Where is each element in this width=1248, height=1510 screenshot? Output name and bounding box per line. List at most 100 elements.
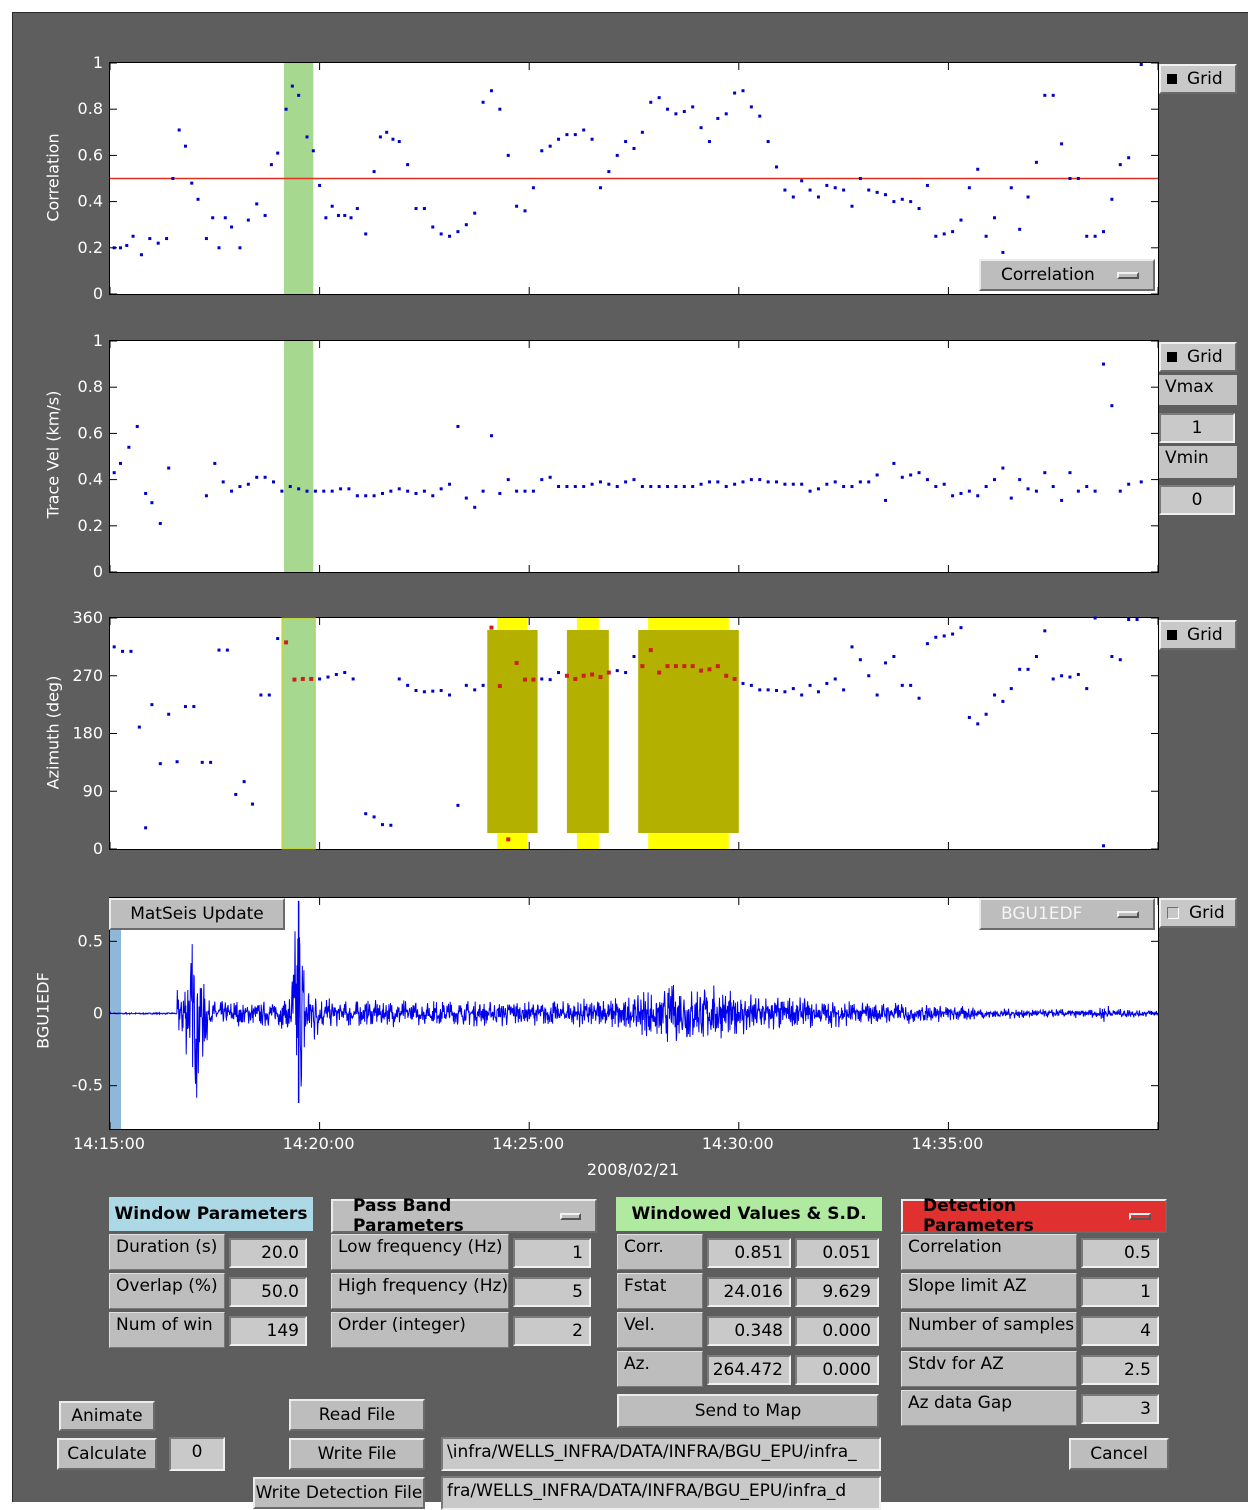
data-point: [565, 485, 569, 489]
y-tick-label: 0: [93, 839, 103, 858]
grid-toggle-trace-vel[interactable]: Grid: [1159, 342, 1237, 372]
time-tick-label: 14:25:00: [492, 1134, 564, 1153]
data-point: [624, 140, 628, 144]
y-tick-label: 90: [83, 781, 103, 800]
data-point: [1034, 655, 1038, 658]
data-point: [263, 475, 267, 479]
data-point: [540, 478, 544, 482]
data-point: [1093, 234, 1097, 238]
data-point: [1001, 466, 1005, 470]
data-point: [984, 234, 988, 238]
y-tick-label: 0: [93, 562, 103, 581]
send-to-map-button[interactable]: Send to Map: [617, 1394, 879, 1428]
data-point: [775, 480, 779, 484]
data-point: [112, 471, 116, 475]
grid-toggle-seismogram[interactable]: Grid: [1159, 898, 1237, 928]
data-point: [489, 89, 493, 93]
matseis-infrasound-window: Correlation 0 0.2 0.4 0.6 0.8 1 Grid Correlat…: [12, 12, 1248, 1510]
detection-slope-limit-az-input[interactable]: 1: [1081, 1277, 1159, 1307]
y-tick-label: 270: [72, 666, 103, 685]
data-point: [118, 461, 122, 465]
data-point: [766, 480, 770, 484]
data-point: [942, 232, 946, 236]
passband-order-integer-input[interactable]: 2: [513, 1316, 591, 1346]
data-point: [833, 186, 837, 190]
passband-order-integer-label: Order (integer): [331, 1312, 509, 1348]
data-point: [439, 487, 443, 491]
data-point: [1060, 498, 1064, 502]
data-point: [431, 494, 435, 498]
detection-point: [690, 664, 695, 669]
trace-velocity-plot[interactable]: [109, 340, 1159, 573]
data-point: [615, 485, 619, 489]
grid-toggle-correlation[interactable]: Grid: [1159, 64, 1237, 94]
vmin-input[interactable]: 0: [1159, 485, 1235, 515]
detection-point: [489, 625, 494, 630]
write-file-path-input[interactable]: \infra/WELLS_INFRA/DATA/INFRA/BGU_EPU/in…: [441, 1437, 881, 1471]
windowed-values-header: Windowed Values & S.D.: [616, 1197, 882, 1231]
passband-low-frequency-hz-input[interactable]: 1: [513, 1238, 591, 1268]
passband-high-frequency-hz-input[interactable]: 5: [513, 1277, 591, 1307]
pass-band-parameters-dropdown[interactable]: Pass Band Parameters: [331, 1196, 597, 1236]
matseis-update-button[interactable]: MatSeis Update: [109, 898, 285, 930]
detection-correlation-input[interactable]: 0.5: [1081, 1238, 1159, 1268]
detection-az-data-gap-input[interactable]: 3: [1081, 1394, 1159, 1424]
calculate-button[interactable]: Calculate: [57, 1438, 157, 1470]
cancel-button[interactable]: Cancel: [1069, 1438, 1169, 1470]
data-point: [590, 137, 594, 141]
data-point: [158, 762, 162, 766]
data-point: [590, 482, 594, 486]
data-point: [448, 482, 452, 486]
detection-parameters-dropdown[interactable]: Detection Parameters: [901, 1196, 1167, 1236]
counter-field[interactable]: 0: [169, 1437, 225, 1471]
detection-point: [606, 670, 611, 675]
data-point: [900, 475, 904, 479]
data-point: [557, 485, 561, 489]
data-point: [783, 188, 787, 192]
data-point: [448, 234, 452, 238]
read-file-button[interactable]: Read File: [289, 1399, 425, 1431]
correlation-dropdown[interactable]: Correlation: [979, 259, 1155, 291]
window-num-of-win-label: Num of win: [109, 1312, 225, 1348]
channel-dropdown[interactable]: BGU1EDF: [979, 898, 1155, 930]
data-point: [800, 482, 804, 486]
window-overlap-input[interactable]: 50.0: [229, 1277, 307, 1307]
azimuth-plot[interactable]: [109, 616, 1159, 850]
seismogram-plot[interactable]: [109, 897, 1159, 1130]
detection-band: [566, 630, 609, 833]
detection-file-path-input[interactable]: fra/WELLS_INFRA/DATA/INFRA/BGU_EPU/infra…: [441, 1476, 881, 1510]
data-point: [372, 815, 376, 819]
data-point: [808, 683, 812, 687]
window-num-of-win-input[interactable]: 149: [229, 1316, 307, 1346]
data-point: [775, 165, 779, 169]
data-point: [255, 202, 259, 206]
write-file-button[interactable]: Write File: [289, 1438, 425, 1470]
data-point: [1043, 471, 1047, 475]
write-detection-file-button[interactable]: Write Detection File: [253, 1477, 425, 1509]
data-point: [959, 626, 963, 630]
data-point: [909, 200, 913, 204]
data-point: [397, 140, 401, 144]
data-point: [183, 144, 187, 148]
data-point: [288, 485, 292, 489]
data-point: [749, 478, 753, 482]
detection-number-of-samples-input[interactable]: 4: [1081, 1316, 1159, 1346]
data-point: [984, 485, 988, 489]
window-duration-s-input[interactable]: 20.0: [229, 1238, 307, 1268]
animate-button[interactable]: Animate: [59, 1401, 155, 1431]
data-point: [280, 489, 284, 493]
data-point: [867, 674, 871, 678]
data-point: [276, 151, 280, 155]
data-point: [158, 521, 162, 525]
vmax-input[interactable]: 1: [1159, 413, 1235, 443]
correlation-plot[interactable]: [109, 62, 1159, 295]
data-point: [118, 246, 122, 250]
data-point: [733, 91, 737, 95]
data-point: [276, 637, 280, 641]
detection-stdv-for-az-input[interactable]: 2.5: [1081, 1355, 1159, 1385]
data-point: [565, 133, 569, 137]
grid-toggle-azimuth[interactable]: Grid: [1159, 620, 1237, 650]
data-point: [582, 128, 586, 132]
data-point: [842, 188, 846, 192]
time-tick-label: 14:30:00: [702, 1134, 774, 1153]
